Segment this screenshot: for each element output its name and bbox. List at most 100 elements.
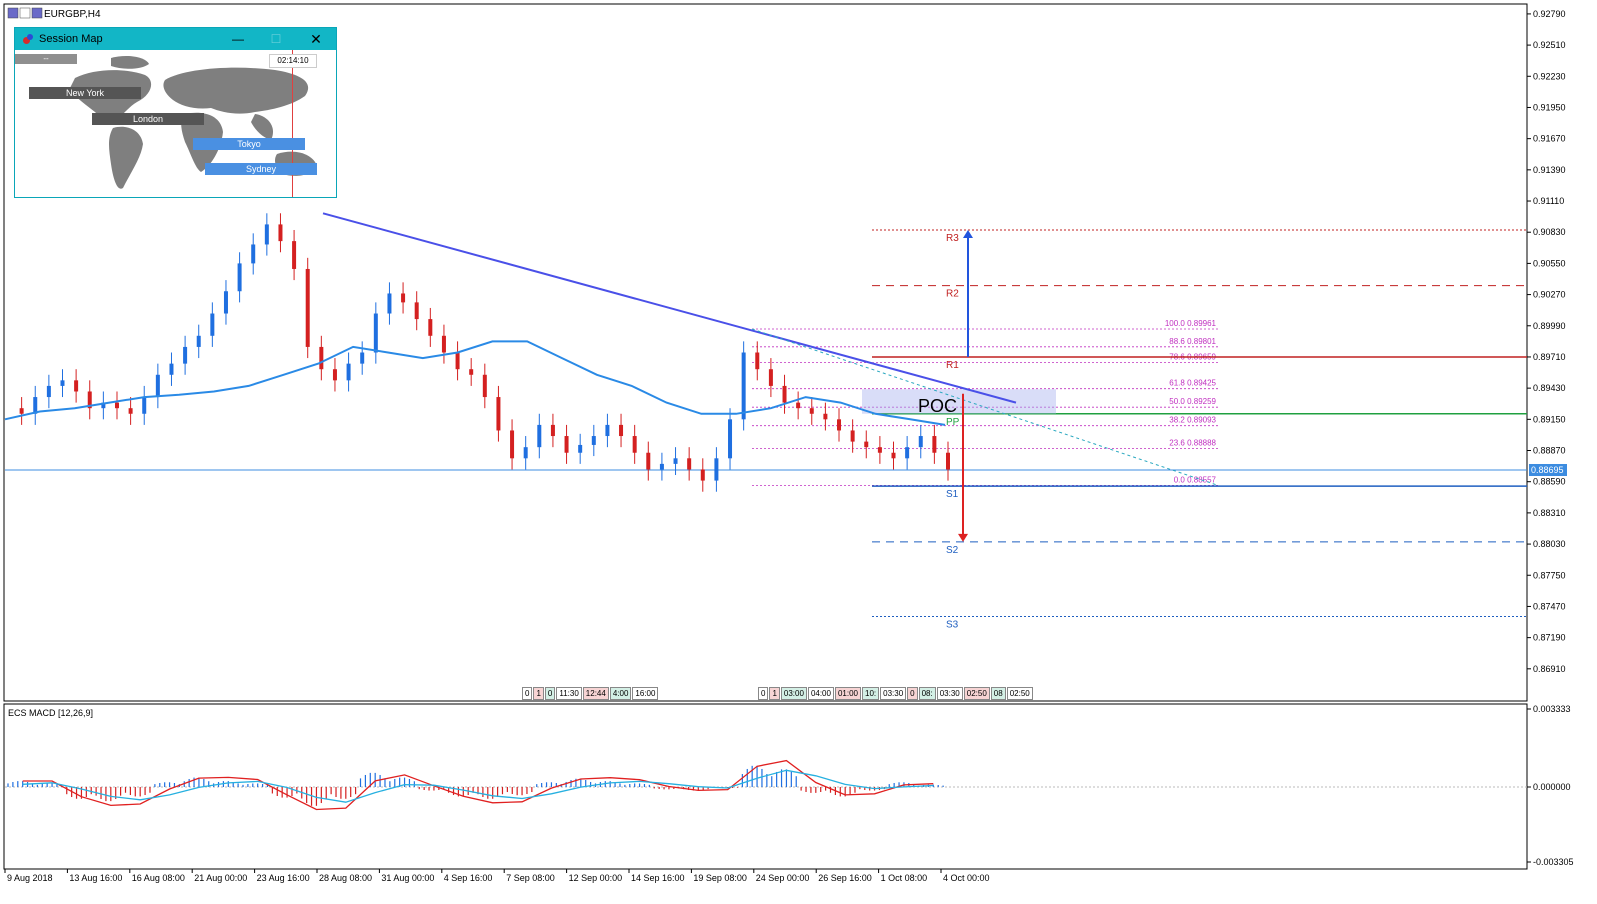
poc-label: POC — [918, 396, 957, 416]
candle-body — [550, 424, 555, 437]
candle-body — [87, 391, 92, 409]
timer-cell[interactable]: 4:00 — [609, 687, 632, 700]
poc-zone[interactable] — [862, 389, 1056, 414]
pivot-levels[interactable]: R3 R2 R1 PP S1 S2 S3 — [872, 229, 1527, 630]
price-tick-label: 0.88590 — [1533, 477, 1566, 487]
time-tick-label: 4 Sep 16:00 — [444, 873, 493, 883]
chart-type-icon[interactable] — [7, 7, 43, 19]
candle-body — [128, 408, 133, 414]
timer-strip-left[interactable]: 0 1 0 11:30 12:44 4:00 16:00 — [522, 687, 659, 700]
session-new-york: New York — [29, 87, 141, 99]
timer-cell[interactable]: 03:30 — [936, 687, 963, 700]
timer-cell[interactable]: 11:30 — [556, 687, 582, 700]
session-tokyo: Tokyo — [193, 138, 305, 150]
candle-body — [823, 413, 828, 420]
timer-cell[interactable]: 08 — [990, 687, 1006, 700]
candle-body — [210, 313, 215, 336]
candle-body — [142, 397, 147, 414]
candle-body — [850, 430, 855, 442]
window-title: EURGBP,H4 — [44, 9, 101, 20]
timer-cell[interactable]: 02:50 — [963, 687, 990, 700]
maximize-icon[interactable]: ☐ — [270, 32, 282, 46]
timer-cell[interactable]: 04:00 — [807, 687, 834, 700]
candle-body — [891, 452, 896, 459]
candle-body — [564, 436, 569, 453]
minimize-icon[interactable]: — — [232, 32, 244, 46]
pivot-label-s2: S2 — [946, 545, 959, 556]
timer-cell[interactable]: 1 — [533, 687, 544, 700]
candle-body — [605, 424, 610, 437]
time-tick-label: 16 Aug 08:00 — [132, 873, 185, 883]
timer-cell[interactable]: 10: — [862, 687, 880, 700]
candle-body — [114, 402, 119, 409]
candle-body — [19, 408, 24, 414]
timer-cell[interactable]: 03:00 — [780, 687, 807, 700]
candle-body — [932, 436, 937, 453]
candle-body — [223, 291, 228, 314]
candle-body — [469, 369, 474, 375]
candle-body — [782, 385, 787, 403]
candle-body — [687, 458, 692, 470]
candlestick-series — [19, 213, 950, 492]
price-tick-label: 0.92230 — [1533, 71, 1566, 81]
candle-body — [33, 397, 38, 414]
price-tick-label: 0.88870 — [1533, 446, 1566, 456]
price-tick-label: 0.87470 — [1533, 601, 1566, 611]
timer-strip-right[interactable]: 0 1 03:00 04:00 01:00 10: 03:30 0 08: 03:30 02:50 0… — [758, 687, 1034, 700]
time-tick-label: 21 Aug 00:00 — [194, 873, 247, 883]
timer-cell[interactable]: 08: — [918, 687, 936, 700]
price-tick-label: 0.91390 — [1533, 165, 1566, 175]
timer-cell[interactable]: 02:50 — [1006, 687, 1033, 700]
candle-body — [264, 224, 269, 245]
timer-cell[interactable]: 16:00 — [632, 687, 659, 700]
candle-body — [60, 380, 65, 386]
candle-body — [292, 241, 297, 269]
timer-cell[interactable]: 0 — [522, 687, 533, 700]
session-map-window[interactable]: Session Map — ☐ ✕ -- 02:14:10 New York L… — [14, 27, 337, 198]
time-tick-label: 24 Sep 00:00 — [756, 873, 810, 883]
price-tick-label: 0.89150 — [1533, 414, 1566, 424]
candle-body — [360, 352, 365, 364]
candle-body — [305, 268, 310, 347]
price-tick-label: 0.88030 — [1533, 539, 1566, 549]
trend-line[interactable] — [322, 212, 1017, 404]
time-tick-label: 12 Sep 00:00 — [569, 873, 623, 883]
current-price-badge — [1529, 464, 1567, 477]
timer-cell[interactable]: 0 — [907, 687, 918, 700]
trend-projection — [751, 328, 1219, 486]
macd-main-line — [22, 759, 934, 811]
current-price-text: 0.88695 — [1531, 465, 1564, 475]
session-sydney: Sydney — [205, 163, 317, 175]
price-tick-label: 0.92790 — [1533, 9, 1566, 19]
close-icon[interactable]: ✕ — [310, 31, 322, 47]
candle-body — [619, 424, 624, 437]
candle-body — [877, 447, 882, 453]
time-tick-label: 28 Aug 08:00 — [319, 873, 372, 883]
candle-body — [510, 430, 515, 459]
session-map-button[interactable]: -- — [15, 54, 77, 64]
macd-tick-label: 0.000000 — [1533, 782, 1571, 792]
timer-cell[interactable]: 0 — [758, 687, 769, 700]
candle-body — [700, 469, 705, 481]
macd-indicator — [5, 759, 1527, 811]
candle-body — [741, 352, 746, 420]
candle-body — [837, 419, 842, 431]
timer-cell[interactable]: 1 — [769, 687, 780, 700]
candle-body — [373, 313, 378, 353]
timer-cell[interactable]: 03:30 — [880, 687, 907, 700]
price-tick-label: 0.90550 — [1533, 258, 1566, 268]
timer-cell[interactable]: 12:44 — [582, 687, 609, 700]
time-tick-label: 31 Aug 00:00 — [381, 873, 434, 883]
fib-label: 0.0 0.88557 — [1174, 475, 1217, 484]
candle-body — [237, 263, 242, 292]
pivot-label-r3: R3 — [946, 233, 959, 244]
timer-cell[interactable]: 0 — [544, 687, 556, 700]
timer-cell[interactable]: 01:00 — [834, 687, 861, 700]
candle-body — [728, 419, 733, 459]
price-tick-label: 0.89430 — [1533, 383, 1566, 393]
candle-body — [196, 335, 201, 347]
session-map-titlebar[interactable]: Session Map — ☐ ✕ — [15, 28, 336, 50]
fib-label: 100.0 0.89961 — [1165, 319, 1217, 328]
candle-body — [755, 352, 760, 370]
